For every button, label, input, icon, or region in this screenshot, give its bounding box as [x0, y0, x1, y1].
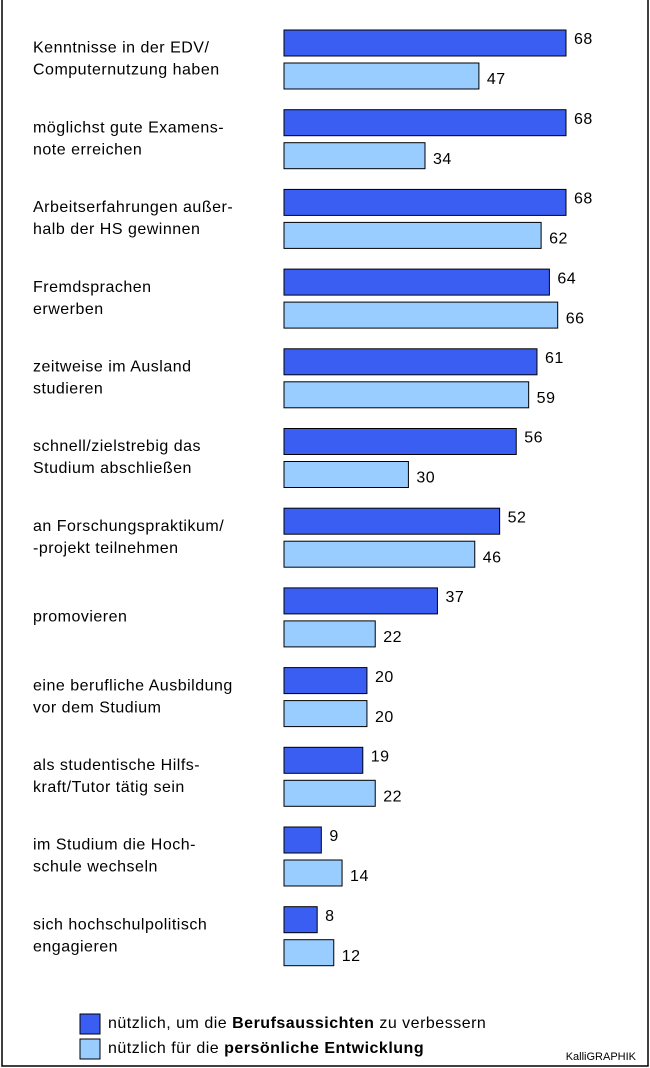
value-label: 12 — [342, 948, 361, 965]
bar — [283, 348, 538, 376]
bar — [283, 939, 335, 967]
legend-label: nützlich für die persönliche Entwicklung — [108, 1040, 424, 1057]
value-label: 47 — [487, 71, 506, 88]
category-label: halb der HS gewinnen — [33, 221, 200, 238]
category-label: möglichst gute Examens- — [33, 119, 224, 136]
bar — [283, 587, 438, 615]
category-label: Arbeitserfahrungen außer- — [33, 199, 233, 216]
value-label: 56 — [524, 430, 543, 447]
category-label: note erreichen — [33, 141, 142, 158]
value-label: 22 — [383, 789, 402, 806]
category-label: an Forschungspraktikum/ — [33, 518, 224, 535]
bar — [283, 826, 322, 854]
category-label: sich hochschulpolitisch — [33, 916, 207, 933]
category-label: schule wechseln — [33, 859, 158, 876]
value-label: 46 — [483, 549, 502, 566]
value-label: 68 — [574, 31, 593, 48]
legend-label: nützlich, um die Berufsaussichten zu ver… — [108, 1015, 486, 1032]
value-label: 9 — [329, 828, 338, 845]
category-label: promovieren — [33, 609, 127, 626]
bar — [283, 62, 480, 90]
value-label: 62 — [549, 231, 568, 248]
value-label: 8 — [325, 908, 334, 925]
source: KalliGRAPHIK — [566, 1051, 637, 1063]
value-label: 14 — [350, 868, 369, 885]
category-label: engagieren — [33, 938, 118, 955]
value-label: 34 — [433, 151, 452, 168]
bar — [283, 268, 550, 296]
category-label: Computernutzung haben — [33, 62, 220, 79]
bar — [283, 667, 368, 695]
bar — [283, 188, 567, 216]
category-label: studieren — [33, 381, 103, 398]
category-label: -projekt teilnehmen — [33, 540, 179, 557]
category-label: zeitweise im Ausland — [33, 359, 192, 376]
bar — [283, 142, 426, 170]
bar — [283, 461, 409, 488]
value-label: 64 — [557, 270, 576, 287]
value-label: 68 — [574, 191, 593, 208]
value-label: 59 — [537, 390, 556, 407]
bar — [283, 700, 368, 728]
bar — [283, 109, 567, 137]
category-label: schnell/zielstrebig das — [33, 438, 201, 455]
bar — [283, 507, 501, 535]
bar — [283, 859, 343, 887]
bar — [283, 301, 559, 329]
bar — [283, 381, 530, 409]
bar — [283, 221, 542, 249]
bar — [283, 29, 567, 57]
bar — [283, 540, 476, 568]
value-label: 37 — [445, 589, 464, 606]
bar — [283, 779, 376, 807]
category-label: Fremdsprachen — [33, 279, 152, 296]
bar — [283, 620, 376, 648]
bar — [283, 906, 318, 934]
value-label: 22 — [383, 629, 402, 646]
value-label: 20 — [375, 669, 394, 686]
legend-swatch — [79, 1013, 101, 1035]
bar — [283, 746, 364, 774]
category-label: erwerben — [33, 301, 104, 318]
value-label: 52 — [508, 509, 527, 526]
value-label: 19 — [371, 749, 390, 766]
value-label: 61 — [545, 350, 564, 367]
bar — [283, 428, 517, 455]
category-label: als studentische Hilfs- — [33, 757, 200, 774]
value-label: 68 — [574, 111, 593, 128]
legend-swatch — [79, 1038, 101, 1060]
category-label: Kenntnisse in der EDV/ — [33, 40, 209, 57]
value-label: 20 — [375, 709, 394, 726]
category-label: kraft/Tutor tätig sein — [33, 779, 185, 796]
category-label: vor dem Studium — [33, 699, 161, 716]
category-label: Studium abschließen — [33, 460, 192, 477]
value-label: 30 — [416, 470, 435, 487]
value-label: 66 — [566, 310, 585, 327]
category-label: im Studium die Hoch- — [33, 837, 196, 854]
category-label: eine berufliche Ausbildung — [33, 677, 233, 694]
